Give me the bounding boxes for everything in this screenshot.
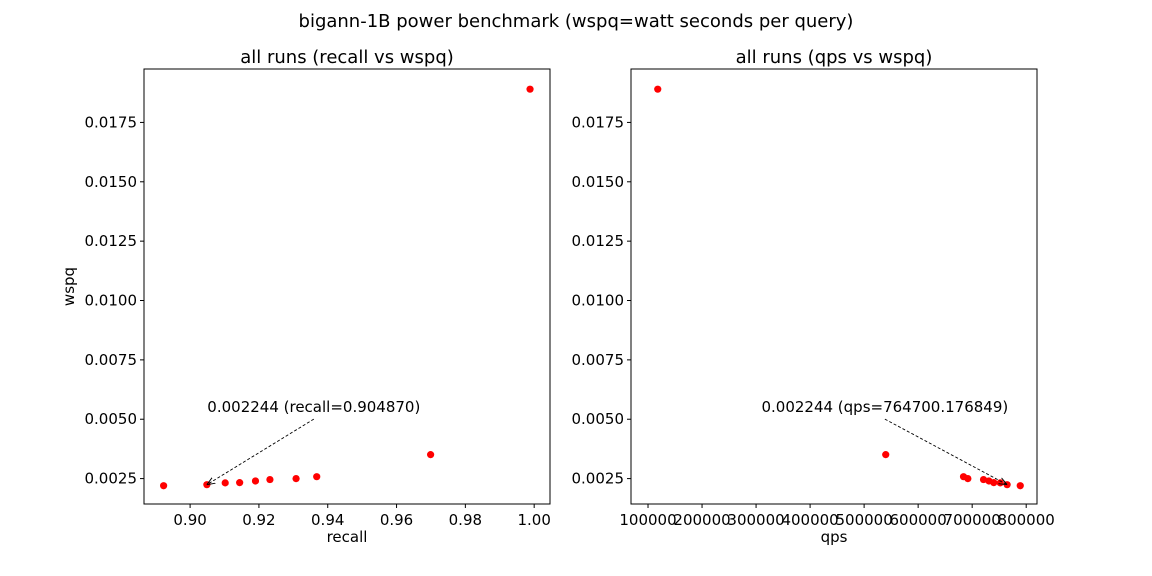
- figure-title: bigann-1B power benchmark (wspq=watt sec…: [299, 11, 854, 32]
- chart-1-y-axis-label: wspq: [60, 267, 78, 306]
- chart-1-data-point: [526, 85, 534, 93]
- chart-1-y-tick-label: 0.0050: [85, 410, 138, 428]
- chart-1-data-point: [313, 473, 321, 481]
- chart-2-data-point: [990, 479, 998, 487]
- chart-1-y-tick-label: 0.0025: [85, 470, 138, 488]
- chart-1-x-tick-label: 0.94: [311, 511, 344, 529]
- chart-2-y-tick-label: 0.0025: [572, 470, 625, 488]
- chart-2-data-point: [979, 475, 988, 484]
- chart-2-annotation-arrow: [884, 418, 1007, 485]
- chart-2-y-tick-label: 0.0175: [572, 113, 625, 131]
- chart-1-x-axis-label: recall: [327, 528, 368, 546]
- chart-2-data-point: [882, 451, 890, 459]
- chart-2-x-tick-label: 400000: [781, 511, 838, 529]
- chart-1-x-tick-label: 0.96: [380, 511, 413, 529]
- chart-2-data-point: [964, 474, 972, 483]
- chart-1-data-point: [236, 479, 244, 487]
- chart-1-data-point: [427, 451, 435, 459]
- chart-2-x-tick-label: 200000: [673, 511, 730, 529]
- chart-2-x-tick-label: 100000: [619, 511, 676, 529]
- chart-2-y-tick-label: 0.0100: [572, 292, 625, 310]
- chart-2-x-tick-label: 800000: [998, 511, 1055, 529]
- chart-2-y-tick-label: 0.0050: [572, 410, 625, 428]
- chart-2-y-tick-label: 0.0150: [572, 173, 625, 191]
- chart-1-x-tick-label: 0.90: [173, 511, 206, 529]
- chart-1-data-point: [160, 482, 168, 490]
- chart-1-title: all runs (recall vs wspq): [240, 47, 454, 68]
- chart-2-plot-frame: [630, 68, 1038, 505]
- chart-1-y-tick-label: 0.0100: [85, 292, 138, 310]
- chart-1-data-point: [221, 479, 229, 487]
- chart-2-annotation-text: 0.002244 (qps=764700.176849): [761, 398, 1008, 416]
- chart-1-y-tick-label: 0.0125: [85, 232, 138, 250]
- chart-2-x-tick-label: 500000: [835, 511, 892, 529]
- chart-2-data-point: [996, 479, 1004, 487]
- chart-1-annotation-text: 0.002244 (recall=0.904870): [207, 398, 420, 416]
- chart-1-data-point: [203, 481, 211, 489]
- chart-1-plot-frame: [143, 68, 551, 505]
- chart-2-data-point: [654, 85, 662, 93]
- chart-2-data-point: [1016, 482, 1024, 490]
- chart-2-x-tick-label: 700000: [944, 511, 1001, 529]
- chart-1-x-tick-label: 0.98: [449, 511, 482, 529]
- chart-1-x-tick-label: 1.00: [517, 511, 550, 529]
- chart-1-annotation-arrow: [207, 418, 315, 485]
- recall-vs-wspq-chart: all runs (recall vs wspq) 0.90 0.92 0.94 0.9…: [60, 47, 551, 546]
- qps-vs-wspq-chart: all runs (qps vs wspq) 100000200000300000…: [572, 47, 1055, 546]
- chart-2-y-tick-label: 0.0075: [572, 351, 625, 369]
- chart-2-title: all runs (qps vs wspq): [736, 47, 933, 68]
- chart-1-y-tick-label: 0.0075: [85, 351, 138, 369]
- chart-1-data-point: [266, 475, 274, 484]
- chart-1-y-tick-label: 0.0175: [85, 113, 138, 131]
- chart-1-y-tick-label: 0.0150: [85, 173, 138, 191]
- chart-1-data-point: [292, 474, 300, 483]
- chart-2-x-tick-label: 300000: [727, 511, 784, 529]
- chart-1-data-point: [251, 477, 260, 485]
- chart-2-x-axis-label: qps: [821, 528, 848, 546]
- chart-2-data-point: [1003, 481, 1011, 489]
- chart-1-x-tick-label: 0.92: [242, 511, 275, 529]
- chart-2-y-tick-label: 0.0125: [572, 232, 625, 250]
- chart-2-x-tick-label: 600000: [890, 511, 947, 529]
